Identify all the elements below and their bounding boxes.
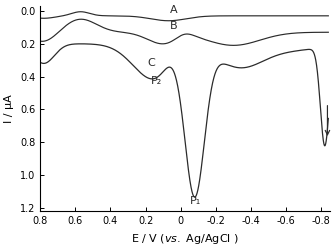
X-axis label: E / V ($\mathit{vs.}$ Ag/AgCl ): E / V ($\mathit{vs.}$ Ag/AgCl ) xyxy=(131,232,239,245)
Text: A: A xyxy=(170,5,178,15)
Y-axis label: I / μA: I / μA xyxy=(4,94,14,123)
Text: P₂: P₂ xyxy=(151,76,162,86)
Text: B: B xyxy=(170,22,178,32)
Text: C: C xyxy=(148,58,155,68)
Text: P₁: P₁ xyxy=(190,196,201,206)
